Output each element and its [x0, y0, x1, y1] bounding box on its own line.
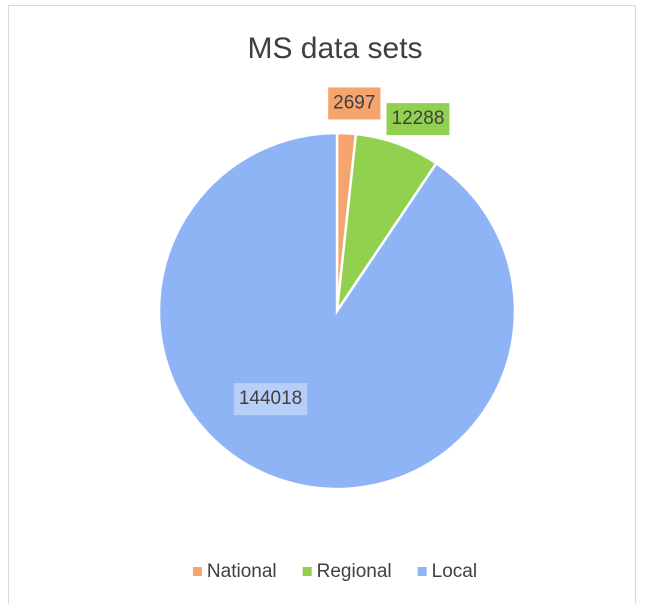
- legend-swatch: [302, 567, 312, 576]
- legend-swatch: [417, 567, 427, 576]
- data-label: 144018: [239, 388, 302, 409]
- legend-swatch: [192, 567, 202, 576]
- data-label-box: [233, 383, 308, 416]
- data-label: 12288: [392, 108, 445, 129]
- data-label: 2697: [333, 92, 375, 113]
- legend-label: Regional: [317, 561, 392, 582]
- data-label-box: [386, 103, 450, 136]
- legend-label: Local: [432, 561, 477, 582]
- data-label-box: [328, 87, 381, 120]
- pie-slice: [157, 131, 517, 491]
- legend-label: National: [207, 561, 277, 582]
- chart-title: MS data sets: [247, 32, 422, 65]
